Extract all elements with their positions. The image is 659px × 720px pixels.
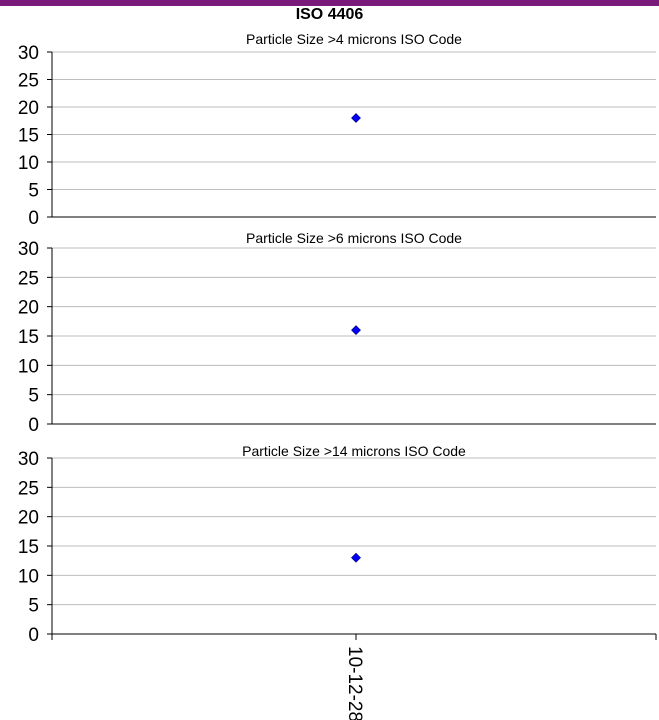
chart-3-ytick-label: 15 [18, 537, 39, 558]
chart-1-ytick-label: 30 [18, 43, 39, 64]
chart-2-ytick-label: 10 [18, 356, 39, 377]
chart-3-ytick-label: 25 [18, 478, 39, 499]
x-axis-tick-label: 10-12-28 [344, 646, 365, 720]
chart-2-title: Particle Size >6 microns ISO Code [246, 230, 462, 246]
chart-2-ytick-label: 20 [18, 298, 39, 319]
chart-3-ytick-label: 30 [18, 449, 39, 470]
chart-3-data-point [351, 552, 361, 563]
chart-2-ytick-label: 25 [18, 268, 39, 289]
chart-3-title: Particle Size >14 microns ISO Code [242, 443, 466, 459]
chart-3-ytick-label: 0 [28, 625, 39, 646]
page-title: ISO 4406 [295, 6, 364, 23]
chart-1-ytick-label: 5 [28, 181, 39, 202]
chart-3-ytick-label: 20 [18, 508, 39, 529]
chart-2-data-point [351, 325, 361, 336]
chart-2-ytick-label: 5 [28, 386, 39, 407]
chart-2-ytick-label: 30 [18, 239, 39, 260]
chart-3-ytick-label: 10 [18, 566, 39, 587]
chart-1-data-point [351, 113, 361, 123]
chart-1-ytick-label: 15 [18, 126, 39, 147]
chart-2-ytick-label: 15 [18, 327, 39, 348]
chart-1-ytick-label: 25 [18, 71, 39, 92]
chart-1-ytick-label: 10 [18, 153, 39, 174]
header-accent-bar [0, 0, 659, 6]
chart-2-ytick-label: 0 [28, 415, 39, 436]
chart-3-ytick-label: 5 [28, 596, 39, 617]
chart-1-ytick-label: 0 [28, 208, 39, 229]
chart-1-ytick-label: 20 [18, 98, 39, 119]
chart-1-title: Particle Size >4 microns ISO Code [246, 31, 462, 47]
